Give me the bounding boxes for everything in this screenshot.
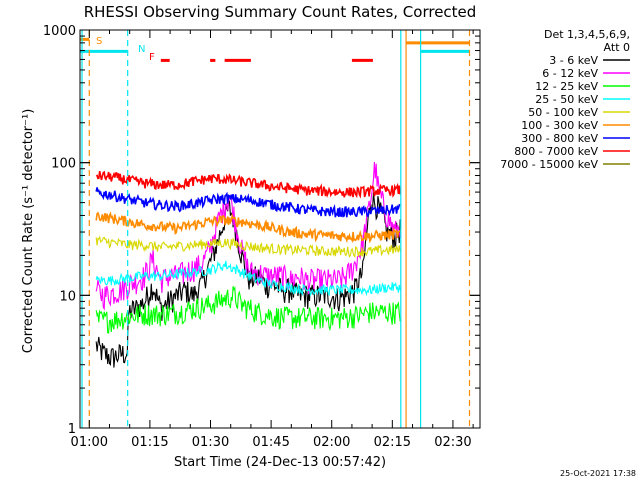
x-axis: 01:00 01:15 01:30 01:45 02:00 02:15 02:30 xyxy=(71,30,474,450)
legend-entry-label: 800 - 7000 keV xyxy=(514,145,598,158)
legend-entry-label: 7000 - 15000 keV xyxy=(500,158,598,171)
y-tick-label: 10 xyxy=(59,289,76,304)
x-tick-label: 01:45 xyxy=(252,435,289,450)
legend-entry-label: 100 - 300 keV xyxy=(521,119,598,132)
x-tick-label: 02:15 xyxy=(374,435,411,450)
x-tick-label: 02:00 xyxy=(313,435,350,450)
x-tick-label: 01:15 xyxy=(131,435,168,450)
x-tick-label: 01:00 xyxy=(71,435,108,450)
legend-header: Det 1,3,4,5,6,9, xyxy=(544,28,630,41)
flag-bars xyxy=(80,37,470,62)
series-line-2 xyxy=(95,161,401,311)
legend-header: Att 0 xyxy=(604,41,630,54)
vertical-markers xyxy=(81,30,471,428)
series-line-3 xyxy=(95,286,401,334)
series-line-1 xyxy=(95,192,401,368)
legend-entry-label: 25 - 50 keV xyxy=(535,93,598,106)
flag-label-s: S xyxy=(96,36,102,47)
legend-entry-label: 300 - 800 keV xyxy=(521,132,598,145)
legend-entry-label: 50 - 100 keV xyxy=(528,106,598,119)
flag-label-f: F xyxy=(149,52,155,63)
y-axis: 1 10 100 1000 xyxy=(43,24,480,437)
plot-frame xyxy=(79,29,481,429)
series-lines xyxy=(95,161,401,368)
series-line-4 xyxy=(95,260,401,297)
series-line-5 xyxy=(95,235,401,258)
flag-label-n: N xyxy=(138,44,145,55)
flag-labels: S NF xyxy=(96,36,155,63)
timestamp: 25-Oct-2021 17:38 xyxy=(560,469,636,478)
legend-entry-label: 3 - 6 keV xyxy=(549,54,598,67)
x-tick-label: 01:30 xyxy=(192,435,229,450)
legend-entry-label: 12 - 25 keV xyxy=(535,80,598,93)
y-tick-label: 1000 xyxy=(43,24,76,39)
x-tick-label: 02:30 xyxy=(434,435,471,450)
legend-entry-label: 6 - 12 keV xyxy=(542,67,598,80)
series-line-7 xyxy=(95,187,401,218)
y-tick-label: 100 xyxy=(51,157,76,172)
series-line-8 xyxy=(95,170,401,199)
chart-title: RHESSI Observing Summary Count Rates, Co… xyxy=(84,3,477,21)
x-axis-label: Start Time (24-Dec-13 00:57:42) xyxy=(174,455,386,470)
y-axis-label: Corrected Count Rate (s⁻¹ detector⁻¹) xyxy=(21,109,36,354)
y-tick-label: 1 xyxy=(68,422,76,437)
series-line-6 xyxy=(95,211,401,244)
